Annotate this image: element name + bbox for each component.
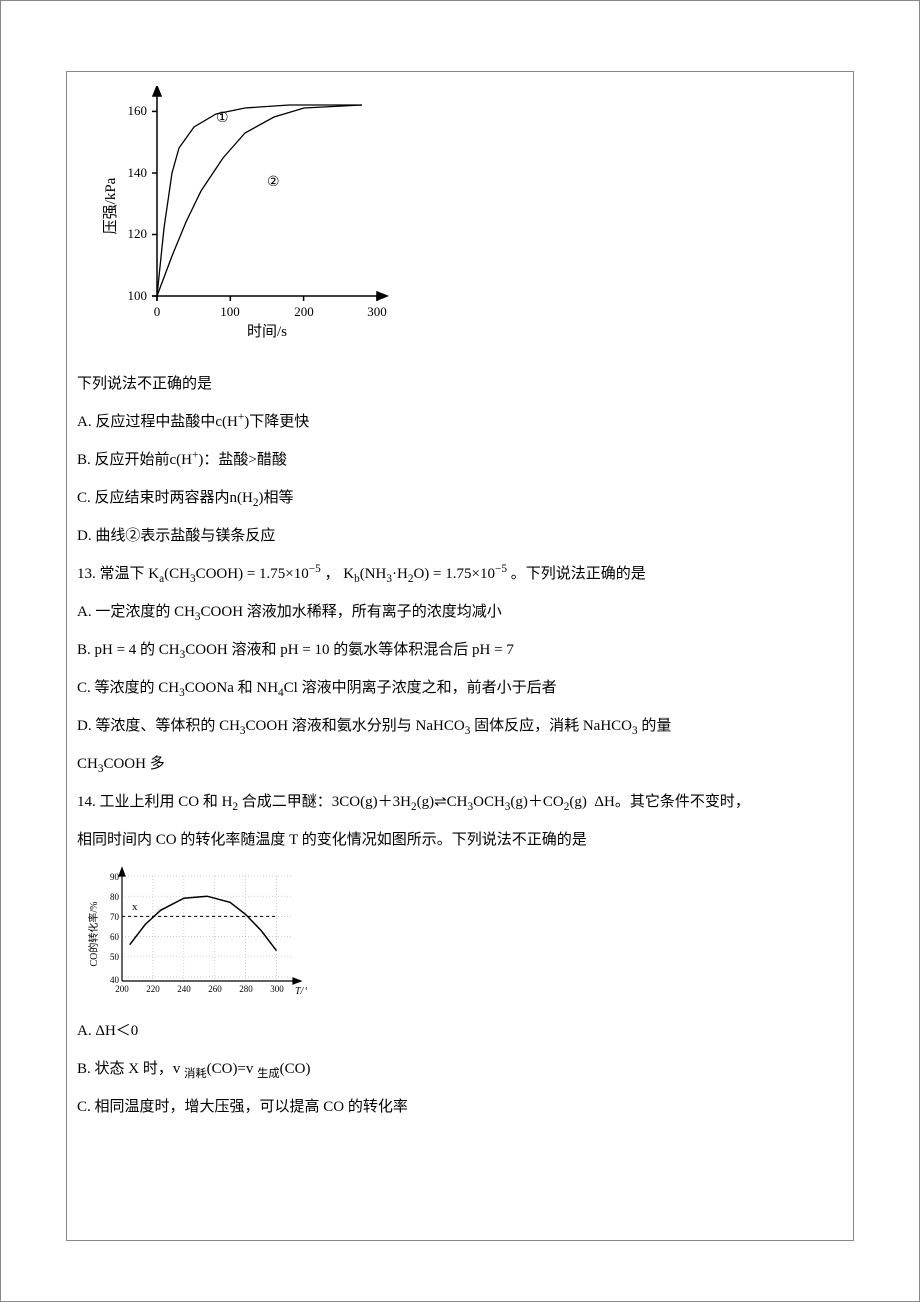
q12c-pre: C. 反应结束时两容器内	[77, 490, 230, 506]
svg-text:60: 60	[110, 932, 120, 942]
svg-text:280: 280	[239, 984, 253, 994]
q12-opt-a: A. 反应过程中盐酸中c(H+)下降更快	[77, 410, 843, 434]
svg-text:CO的转化率/%: CO的转化率/%	[87, 902, 100, 967]
svg-text:240: 240	[177, 984, 191, 994]
pressure-time-chart: 100 120 140 160 0 100 200 300 压强/kPa 时间/…	[97, 86, 843, 354]
q13-opt-a: A. 一定浓度的 CH3COOH 溶液加水稀释，所有离子的浓度均减小	[77, 600, 843, 624]
q12-opt-c: C. 反应结束时两容器内n(H2)相等	[77, 486, 843, 510]
svg-text:160: 160	[128, 103, 148, 118]
q13d1-txt: D. 等浓度、等体积的 CH3COOH 溶液和氨水分别与 NaHCO3 固体反应…	[77, 718, 671, 734]
chart1-svg: 100 120 140 160 0 100 200 300 压强/kPa 时间/…	[97, 86, 397, 346]
svg-text:②: ②	[267, 175, 280, 190]
svg-text:T/℃: T/℃	[295, 986, 307, 997]
q12b-math: c(H+)	[170, 452, 204, 468]
q14b-sub1: 消耗	[184, 1068, 207, 1080]
svg-text:100: 100	[128, 288, 148, 303]
svg-text:①: ①	[216, 111, 229, 126]
q13a-txt: A. 一定浓度的 CH3COOH 溶液加水稀释，所有离子的浓度均减小	[77, 604, 502, 620]
chart2-svg: x 40 50 60 70 80 90 200 220 240 260 280 …	[87, 866, 307, 1001]
q12b-post: ：盐酸>醋酸	[203, 452, 286, 468]
q13-kb: Kb(NH3·H2O) = 1.75×10−5	[343, 566, 507, 582]
q14b-pre: B. 状态 X 时，v	[77, 1061, 184, 1077]
q13-stem: 13. 常温下 Ka(CH3COOH) = 1.75×10−5 ， Kb(NH3…	[77, 562, 843, 586]
q13c-txt: C. 等浓度的 CH3COONa 和 NH4Cl 溶液中阴离子浓度之和，前者小于…	[77, 680, 557, 696]
page: 100 120 140 160 0 100 200 300 压强/kPa 时间/…	[0, 0, 920, 1302]
svg-text:140: 140	[128, 165, 148, 180]
svg-text:200: 200	[294, 304, 314, 319]
q14-stem2: 相同时间内 CO 的转化率随温度 T 的变化情况如图所示。下列说法不正确的是	[77, 828, 843, 852]
q14-stem1: 14. 工业上利用 CO 和 H2 合成二甲醚：3CO(g)＋3H2(g)⇌CH…	[77, 790, 843, 814]
svg-text:260: 260	[208, 984, 222, 994]
svg-text:50: 50	[110, 952, 120, 962]
svg-text:压强/kPa: 压强/kPa	[102, 177, 119, 234]
q13-opt-d2: CH3COOH 多	[77, 752, 843, 776]
q14b-sub2: 生成	[257, 1068, 280, 1080]
q14b-mid: (CO)=v	[207, 1061, 258, 1077]
svg-text:70: 70	[110, 912, 120, 922]
q12-stem: 下列说法不正确的是	[77, 372, 843, 396]
q14-opt-c: C. 相同温度时，增大压强，可以提高 CO 的转化率	[77, 1095, 843, 1119]
q12a-pre: A. 反应过程中盐酸中	[77, 414, 215, 430]
q12a-post: 下降更快	[249, 414, 309, 430]
q13d2-txt: CH3COOH 多	[77, 756, 165, 772]
svg-text:220: 220	[146, 984, 160, 994]
q12c-math: n(H2)	[230, 490, 264, 506]
svg-text:0: 0	[154, 304, 161, 319]
q13-comma: ，	[321, 566, 340, 582]
q13-opt-c: C. 等浓度的 CH3COONa 和 NH4Cl 溶液中阴离子浓度之和，前者小于…	[77, 676, 843, 700]
svg-text:300: 300	[367, 304, 387, 319]
co-conversion-chart: x 40 50 60 70 80 90 200 220 240 260 280 …	[87, 866, 843, 1009]
svg-text:80: 80	[110, 892, 120, 902]
q13b-txt: B. pH = 4 的 CH3COOH 溶液和 pH = 10 的氨水等体积混合…	[77, 642, 514, 658]
q14b-post: (CO)	[280, 1061, 311, 1077]
svg-text:120: 120	[128, 226, 148, 241]
q14-opt-a: A. ΔH＜0	[77, 1019, 843, 1043]
svg-text:x: x	[132, 901, 138, 913]
svg-text:300: 300	[270, 984, 284, 994]
q14-opt-b: B. 状态 X 时，v 消耗(CO)=v 生成(CO)	[77, 1057, 843, 1081]
svg-text:100: 100	[220, 304, 240, 319]
svg-text:时间/s: 时间/s	[247, 323, 287, 340]
q12-opt-d: D. 曲线②表示盐酸与镁条反应	[77, 524, 843, 548]
page-inner: 100 120 140 160 0 100 200 300 压强/kPa 时间/…	[66, 71, 854, 1241]
q13-opt-d1: D. 等浓度、等体积的 CH3COOH 溶液和氨水分别与 NaHCO3 固体反应…	[77, 714, 843, 738]
q13-opt-b: B. pH = 4 的 CH3COOH 溶液和 pH = 10 的氨水等体积混合…	[77, 638, 843, 662]
q12c-post: 相等	[263, 490, 293, 506]
q12b-pre: B. 反应开始前	[77, 452, 170, 468]
q14s1-txt: 14. 工业上利用 CO 和 H2 合成二甲醚：3CO(g)＋3H2(g)⇌CH…	[77, 794, 750, 810]
q13-tail: 。下列说法正确的是	[507, 566, 646, 582]
q13-num: 13. 常温下	[77, 566, 145, 582]
q13-ka: Ka(CH3COOH) = 1.75×10−5	[148, 566, 320, 582]
svg-text:90: 90	[110, 872, 120, 882]
q12a-math: c(H+)	[215, 414, 249, 430]
svg-text:200: 200	[115, 984, 129, 994]
q12-opt-b: B. 反应开始前c(H+)：盐酸>醋酸	[77, 448, 843, 472]
